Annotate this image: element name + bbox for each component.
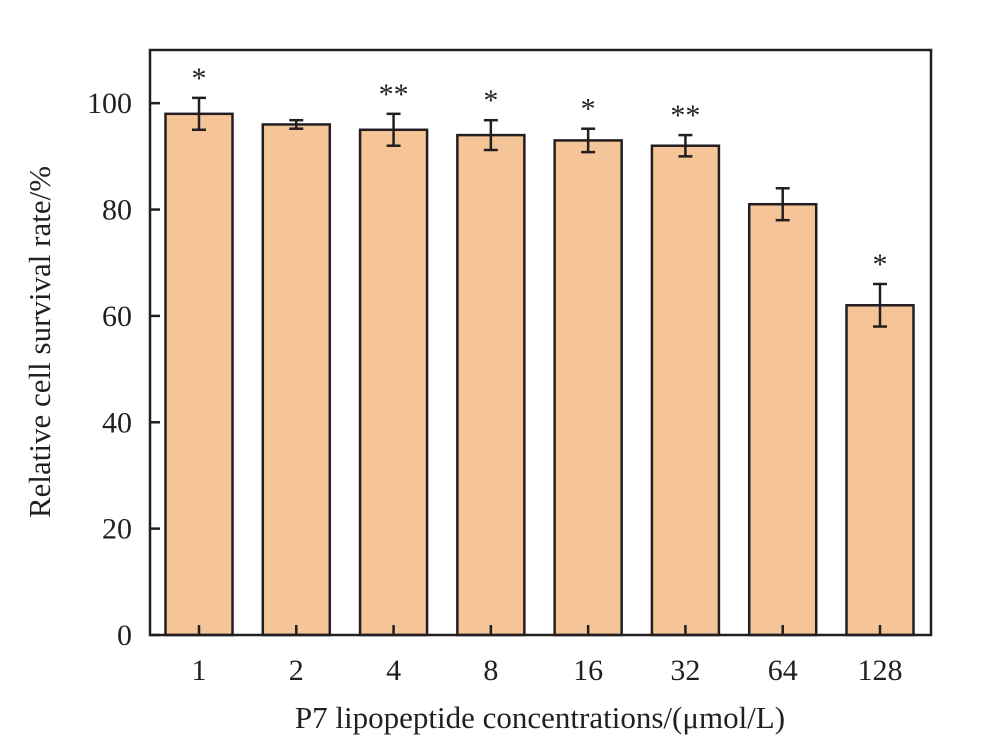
bar-4 [358,128,429,637]
x-tick-label: 64 [768,654,798,687]
plot-frame [148,48,933,637]
bars-layer [164,112,915,637]
x-tick-label: 16 [573,654,603,687]
error-bar-64 [775,187,790,222]
bar-32 [650,144,721,637]
error-bar-128 [873,282,887,328]
bar-1 [164,112,234,637]
y-axis-ticks: 0 20 40 60 80 100 [87,87,160,652]
x-tick-label: 8 [483,654,498,687]
x-tick-label: 4 [386,654,401,687]
significance-mark-4: ** [379,78,409,111]
y-axis-label: Relative cell survival rate/% [22,166,57,518]
error-bar-1 [192,96,206,132]
y-tick-label: 100 [87,87,132,120]
error-bar-32 [678,133,693,158]
y-tick-label: 80 [102,194,132,227]
bar-2 [261,123,332,637]
error-bar-4 [386,112,401,147]
error-bar-16 [581,127,596,154]
x-axis-label: P7 lipopeptide concentrations/(μmol/L) [295,700,785,735]
significance-mark-16: * [581,93,596,126]
bar-128 [845,304,915,637]
y-tick-label: 0 [117,619,132,652]
y-tick-label: 20 [102,513,132,546]
significance-mark-1: * [192,62,207,95]
significance-mark-8: * [483,84,498,117]
x-axis-ticks: 1 2 4 8 16 32 64 128 [192,625,903,687]
bar-8 [456,133,526,637]
error-bar-2 [289,118,304,130]
significance-layer: * ** * * *** [192,62,888,281]
x-tick-label: 2 [289,654,304,687]
significance-mark-32: ** [670,99,700,132]
bar-16 [553,139,623,637]
y-tick-label: 60 [102,300,132,333]
x-tick-label: 128 [858,654,903,687]
x-tick-label: 32 [670,654,700,687]
bar-64 [747,202,818,637]
significance-mark-128: * [873,248,888,281]
error-bar-8 [483,118,498,152]
x-tick-label: 1 [192,654,207,687]
error-bars-layer [192,96,887,328]
y-tick-label: 40 [102,406,132,439]
